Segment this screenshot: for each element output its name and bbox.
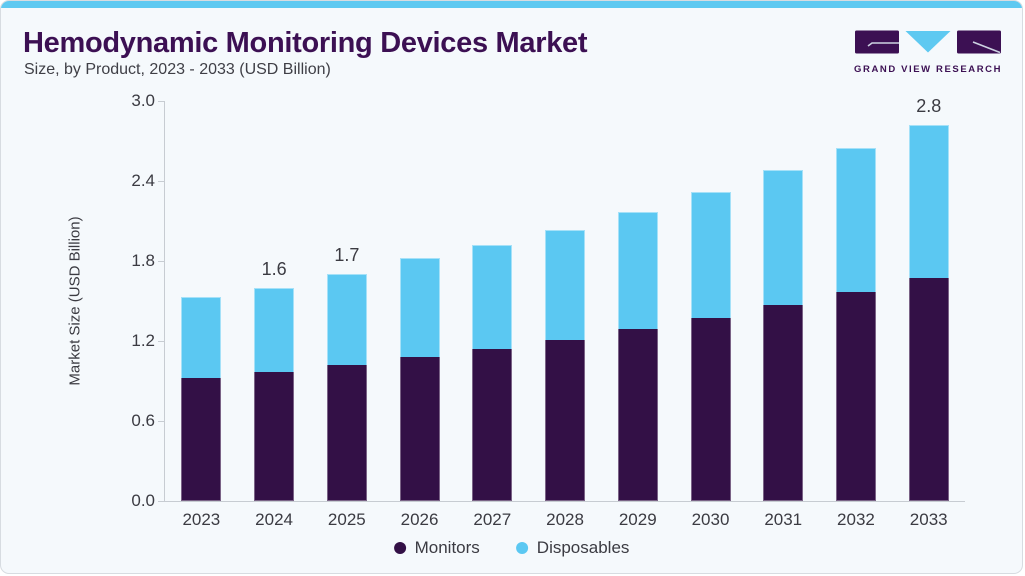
bar-segment-disposables-2029 bbox=[617, 211, 658, 329]
bar-segment-disposables-2023 bbox=[181, 297, 222, 379]
x-tick-label-2024: 2024 bbox=[255, 510, 294, 529]
bar-segment-disposables-2030 bbox=[690, 191, 731, 319]
x-tick-label-2032: 2032 bbox=[837, 510, 875, 529]
bar-segment-monitors-2025 bbox=[326, 365, 367, 501]
bar-segment-disposables-2033 bbox=[908, 125, 949, 279]
bar-2028: 2028 bbox=[529, 101, 602, 529]
bar-segment-disposables-2027 bbox=[472, 245, 513, 349]
y-tick-mark bbox=[158, 341, 164, 342]
x-tick-label-2030: 2030 bbox=[691, 510, 730, 529]
bar-segment-monitors-2029 bbox=[617, 329, 658, 501]
y-tick-label: 0.0 bbox=[131, 491, 155, 510]
x-tick-label-2026: 2026 bbox=[400, 510, 439, 529]
top-accent-strip bbox=[1, 1, 1022, 8]
x-tick-label-2023: 2023 bbox=[182, 510, 221, 529]
y-tick-label: 1.8 bbox=[131, 251, 155, 270]
bar-segment-monitors-2030 bbox=[690, 318, 731, 501]
bar-2030: 2030 bbox=[674, 101, 747, 529]
bar-segment-disposables-2031 bbox=[763, 170, 804, 305]
y-tick-label: 3.0 bbox=[131, 91, 155, 110]
bar-total-label-2024: 1.6 bbox=[261, 258, 287, 279]
bar-2023: 2023 bbox=[165, 101, 238, 529]
bar-segment-disposables-2025 bbox=[326, 274, 367, 365]
bar-2027: 2027 bbox=[456, 101, 529, 529]
gvr-logo-icon bbox=[855, 30, 1001, 54]
bar-segment-monitors-2026 bbox=[399, 357, 440, 501]
bar-segment-disposables-2024 bbox=[254, 287, 295, 372]
gvr-logo: GRAND VIEW RESEARCH bbox=[854, 30, 1002, 75]
y-tick-mark bbox=[158, 101, 164, 102]
y-tick-label: 2.4 bbox=[131, 171, 155, 190]
bars-container: 2023 1.6 2024 1.7 2025 2026 2027 2028 2029 2030 20… bbox=[165, 96, 965, 529]
x-tick-label-2033: 2033 bbox=[909, 510, 948, 529]
bar-segment-monitors-2024 bbox=[254, 371, 295, 501]
bar-segment-monitors-2028 bbox=[545, 339, 586, 501]
x-tick-label-2028: 2028 bbox=[546, 510, 584, 529]
legend: Monitors Disposables bbox=[393, 538, 630, 558]
y-tick-label: 0.6 bbox=[131, 411, 155, 430]
legend-item-monitors: Monitors bbox=[393, 538, 480, 558]
bar-segment-disposables-2026 bbox=[399, 258, 440, 357]
bar-2033: 2.8 2033 bbox=[892, 96, 965, 529]
bar-segment-monitors-2023 bbox=[181, 378, 222, 501]
bar-2032: 2032 bbox=[820, 101, 893, 529]
bar-segment-disposables-2028 bbox=[545, 230, 586, 340]
bar-segment-monitors-2027 bbox=[472, 349, 513, 501]
legend-label-monitors: Monitors bbox=[414, 538, 480, 557]
y-axis-title: Market Size (USD Billion) bbox=[66, 216, 84, 386]
bar-2026: 2026 bbox=[383, 101, 456, 529]
y-tick-mark bbox=[158, 421, 164, 422]
legend-dot-disposables bbox=[515, 542, 528, 554]
gvr-logo-text: GRAND VIEW RESEARCH bbox=[854, 64, 1003, 75]
x-tick-label-2029: 2029 bbox=[618, 510, 657, 529]
x-tick-label-2031: 2031 bbox=[764, 510, 803, 529]
bar-2029: 2029 bbox=[601, 101, 674, 529]
y-tick-mark bbox=[158, 261, 164, 262]
legend-item-disposables: Disposables bbox=[515, 538, 630, 558]
y-tick-mark bbox=[158, 181, 164, 182]
plot-area: 2023 1.6 2024 1.7 2025 2026 2027 2028 2029 2030 20… bbox=[131, 91, 965, 529]
bar-total-label-2025: 1.7 bbox=[334, 245, 360, 266]
bar-segment-monitors-2032 bbox=[835, 291, 876, 501]
bar-segment-monitors-2031 bbox=[763, 305, 804, 501]
legend-label-disposables: Disposables bbox=[536, 538, 630, 557]
bar-2031: 2031 bbox=[747, 101, 820, 529]
x-tick-label-2027: 2027 bbox=[473, 510, 512, 529]
chart-title: Hemodynamic Monitoring Devices Market bbox=[23, 27, 588, 59]
x-tick-label-2025: 2025 bbox=[327, 510, 366, 529]
y-tick-label: 1.2 bbox=[131, 331, 155, 350]
bar-segment-disposables-2032 bbox=[835, 147, 876, 292]
bar-2024: 1.6 2024 bbox=[238, 101, 311, 529]
bar-total-label-2033: 2.8 bbox=[916, 96, 942, 116]
legend-dot-monitors bbox=[393, 542, 406, 554]
bar-segment-monitors-2033 bbox=[908, 278, 949, 501]
bar-2025: 1.7 2025 bbox=[310, 101, 383, 529]
y-tick-mark bbox=[158, 501, 164, 502]
chart-subtitle: Size, by Product, 2023 - 2033 (USD Billi… bbox=[24, 61, 331, 78]
